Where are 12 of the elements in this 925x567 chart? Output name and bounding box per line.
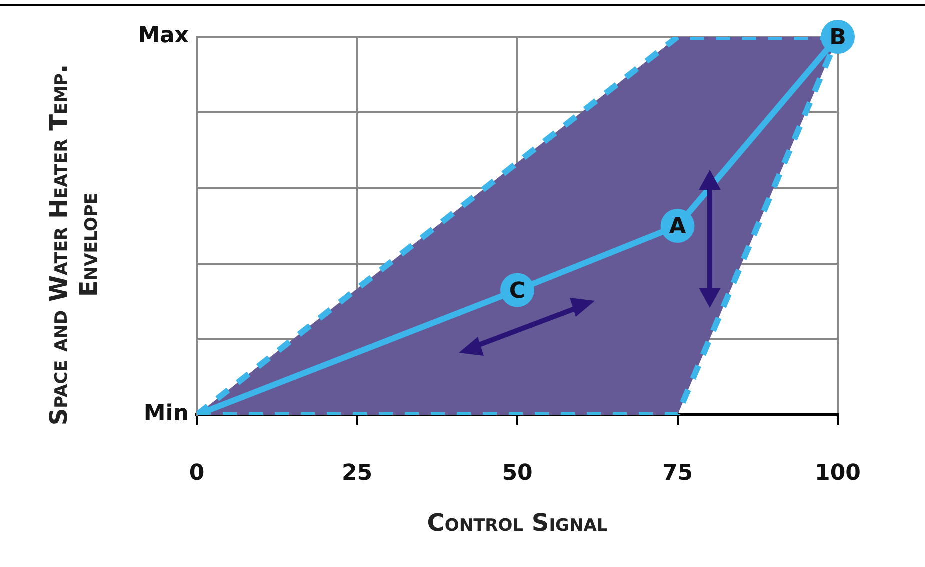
annotation: B bbox=[830, 26, 846, 51]
annotation: C bbox=[509, 278, 526, 304]
x-tick-label: 75 bbox=[662, 460, 694, 486]
x-tick-label: 50 bbox=[502, 460, 533, 486]
x-axis-title: Control Signal bbox=[426, 508, 609, 538]
x-tick-label: 25 bbox=[342, 460, 373, 486]
x-tick-label: 100 bbox=[815, 460, 861, 486]
x-tick-label: 0 bbox=[189, 460, 205, 486]
annotation: A bbox=[669, 214, 686, 240]
text: Max bbox=[138, 24, 189, 49]
text: Min bbox=[144, 402, 189, 427]
y-axis-title: Space and Water Heater Temp. Envelope bbox=[44, 63, 104, 428]
